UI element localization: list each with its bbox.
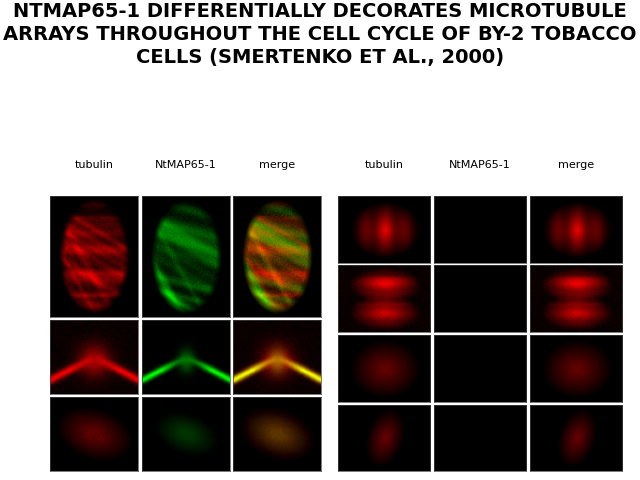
Text: tubulin: tubulin <box>365 160 403 170</box>
Text: tubulin: tubulin <box>74 160 113 170</box>
Text: NtMAP65-1: NtMAP65-1 <box>155 160 216 170</box>
Text: merge: merge <box>259 160 296 170</box>
Text: merge: merge <box>558 160 594 170</box>
Text: NTMAP65-1 DIFFERENTIALLY DECORATES MICROTUBULE
ARRAYS THROUGHOUT THE CELL CYCLE : NTMAP65-1 DIFFERENTIALLY DECORATES MICRO… <box>3 2 637 67</box>
Text: NtMAP65-1: NtMAP65-1 <box>449 160 511 170</box>
